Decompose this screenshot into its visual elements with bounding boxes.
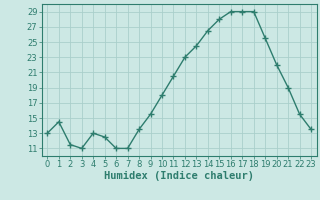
X-axis label: Humidex (Indice chaleur): Humidex (Indice chaleur): [104, 171, 254, 181]
